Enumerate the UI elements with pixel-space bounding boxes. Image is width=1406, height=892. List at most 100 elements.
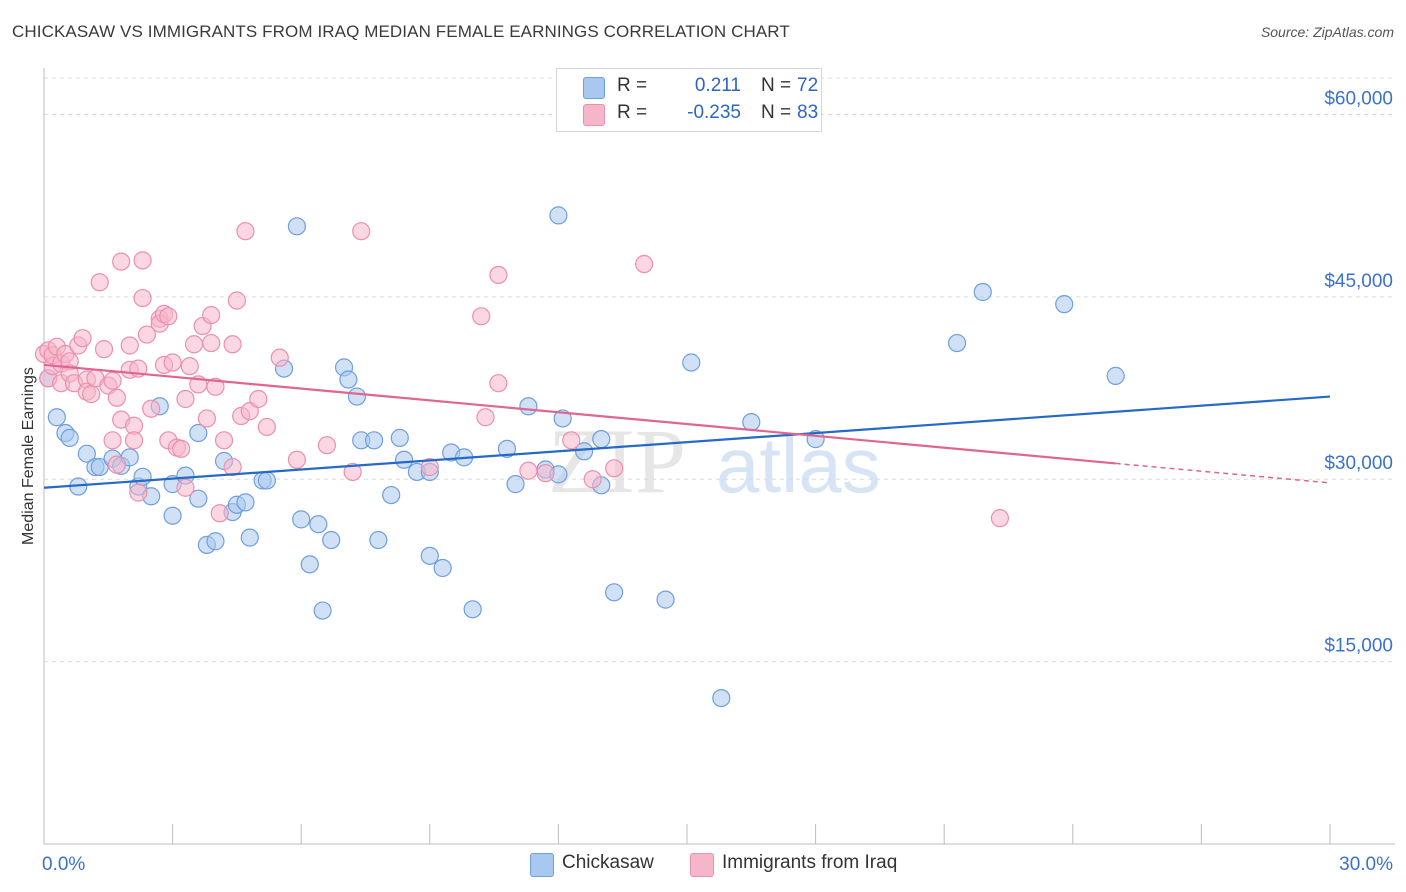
chickasaw-point — [300, 555, 319, 574]
legend-r-label: R = — [617, 102, 648, 123]
legend-n-label: N = — [761, 75, 792, 96]
iraq-point — [536, 464, 555, 483]
chickasaw-point — [257, 471, 277, 490]
chickasaw-point — [369, 530, 388, 550]
bottom-legend-label: Immigrants from Iraq — [722, 852, 898, 873]
iraq-point — [180, 357, 199, 376]
watermark: ZIP atlas — [548, 410, 881, 512]
iraq-point — [103, 431, 122, 450]
iraq-point — [120, 336, 139, 355]
source-credit: Source: ZipAtlas.com — [1260, 24, 1394, 40]
chickasaw-point — [605, 583, 624, 602]
chickasaw-point — [206, 532, 225, 551]
chickasaw-point — [292, 510, 311, 529]
iraq-point — [583, 470, 602, 489]
iraq-point — [472, 307, 491, 326]
chickasaw-point — [364, 431, 384, 450]
chickasaw-point — [1055, 295, 1074, 314]
iraq-point — [257, 417, 277, 437]
data-points — [34, 206, 1125, 708]
chickasaw-point — [497, 439, 517, 458]
y-tick-label: $15,000 — [1324, 636, 1393, 657]
iraq-point — [287, 450, 307, 469]
iraq-point — [202, 333, 221, 353]
iraq-point — [990, 509, 1010, 528]
watermark-atlas: atlas — [716, 421, 881, 509]
iraq-point — [133, 251, 152, 270]
iraq-point — [223, 457, 242, 477]
iraq-point — [420, 457, 439, 477]
legend-r-value: 0.211 — [694, 75, 741, 96]
gridlines — [44, 77, 1395, 663]
iraq-point — [124, 431, 144, 450]
legend-n-value: 72 — [797, 75, 819, 96]
iraq-point — [90, 273, 109, 292]
iraq-point — [214, 431, 234, 450]
iraq-trend-line — [43, 363, 1116, 465]
iraq-point — [107, 388, 126, 407]
chickasaw-point — [575, 442, 594, 461]
iraq-point — [227, 291, 246, 310]
axes — [43, 68, 1395, 845]
chickasaw-point — [60, 428, 79, 447]
iraq-point — [352, 222, 371, 241]
iraq-point — [249, 389, 268, 409]
y-tick-label: $30,000 — [1324, 453, 1393, 474]
chickasaw-point — [519, 397, 538, 416]
y-tick-label: $60,000 — [1324, 88, 1393, 109]
chickasaw-point — [163, 506, 182, 525]
iraq-point — [73, 329, 92, 348]
iraq-point — [197, 409, 216, 428]
iraq-point — [317, 436, 337, 455]
legend-swatch-blue — [583, 77, 605, 99]
chickasaw-point — [712, 688, 731, 708]
chickasaw-point — [309, 515, 328, 534]
iraq-point — [172, 439, 191, 458]
correlation-legend: R = 0.211 N = 72 R = -0.235 N = 83 — [556, 68, 822, 132]
chickasaw-point — [77, 444, 96, 463]
legend-r-label: R = — [617, 75, 648, 96]
chickasaw-point — [240, 528, 259, 547]
chickasaw-point — [339, 370, 358, 389]
iraq-point — [176, 389, 195, 409]
chickasaw-point — [506, 475, 525, 494]
iraq-point — [206, 377, 225, 396]
trend-lines — [43, 363, 1331, 489]
legend-n-value: 83 — [797, 102, 819, 123]
chickasaw-point — [433, 558, 452, 578]
iraq-point — [133, 288, 152, 308]
chickasaw-point — [287, 217, 307, 236]
chickasaw-point — [313, 601, 332, 620]
chickasaw-point — [394, 450, 414, 469]
iraq-point — [129, 483, 148, 502]
chickasaw-point — [133, 467, 152, 486]
iraq-point — [142, 399, 161, 418]
iraq-point — [605, 459, 624, 478]
iraq-point — [176, 478, 195, 497]
chickasaw-point — [47, 408, 66, 427]
y-tick-label: $45,000 — [1324, 271, 1393, 292]
chart-title: CHICKASAW VS IMMIGRANTS FROM IRAQ MEDIAN… — [12, 22, 790, 41]
chickasaw-point — [463, 600, 482, 619]
iraq-point — [159, 307, 178, 326]
bottom-legend-swatch-blue — [530, 853, 554, 877]
iraq-point — [94, 340, 114, 359]
iraq-point — [184, 335, 204, 354]
bottom-legend-swatch-pink — [690, 853, 714, 877]
iraq-point — [562, 431, 581, 450]
chickasaw-point — [553, 409, 572, 428]
chickasaw-trend-line — [43, 395, 1331, 489]
chickasaw-point — [236, 493, 255, 512]
chickasaw-point — [382, 485, 401, 505]
iraq-point — [519, 461, 538, 480]
chickasaw-point — [322, 530, 341, 550]
tick-labels: $15,000 $30,000 $45,000 $60,000 0.0% 30.0% — [42, 88, 1393, 875]
iraq-point — [489, 374, 508, 393]
legend-swatch-pink — [583, 104, 605, 126]
bottom-legend-label: Chickasaw — [562, 852, 654, 873]
legend-n-label: N = — [761, 102, 792, 123]
chickasaw-point — [592, 430, 611, 449]
x-tick-label-min: 0.0% — [42, 854, 85, 875]
legend-r-value: -0.235 — [687, 102, 741, 123]
